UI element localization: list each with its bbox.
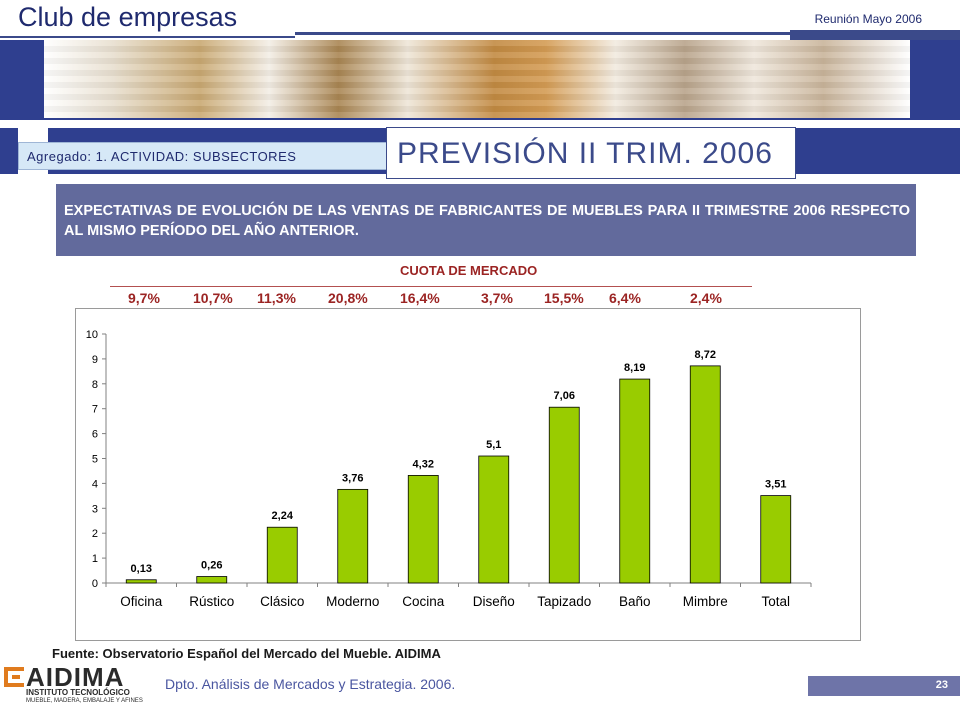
category-label: Rústico [189, 594, 234, 609]
page-number-box: 23 [808, 676, 960, 696]
cuota-value: 16,4% [400, 290, 440, 306]
category-label: Mimbre [683, 594, 728, 609]
source-note: Fuente: Observatorio Español del Mercado… [52, 646, 441, 661]
y-tick-label: 2 [92, 528, 98, 540]
department-label: Dpto. Análisis de Mercados y Estrategia.… [165, 676, 456, 692]
bar [125, 579, 157, 584]
bar [478, 455, 510, 584]
cuota-value: 11,3% [257, 290, 296, 306]
logo-word: AIDIMA [26, 662, 125, 692]
y-tick-label: 1 [92, 553, 98, 565]
y-tick-label: 7 [92, 404, 98, 416]
bar [266, 526, 298, 584]
y-tick-label: 8 [92, 379, 98, 391]
cuota-value: 15,5% [544, 290, 584, 306]
data-label: 2,24 [272, 510, 294, 522]
category-label: Clásico [260, 594, 304, 609]
banner-photo-image [44, 40, 910, 118]
cuota-value: 3,7% [481, 290, 513, 306]
cuota-rule [110, 286, 752, 287]
section-title: PREVISIÓN II TRIM. 2006 [397, 137, 773, 170]
category-label: Moderno [326, 594, 379, 609]
meeting-label: Reunión Mayo 2006 [814, 12, 922, 26]
y-tick-label: 4 [92, 478, 98, 490]
bar [407, 475, 439, 584]
y-tick-label: 0 [92, 578, 98, 590]
data-label: 5,1 [486, 439, 501, 451]
data-label: 4,32 [413, 458, 434, 470]
cuota-value: 9,7% [128, 290, 160, 306]
bar [760, 495, 792, 584]
brand-box: Club de empresas [0, 0, 295, 38]
y-tick-label: 9 [92, 354, 98, 366]
bar [548, 406, 580, 584]
category-label: Baño [619, 594, 651, 609]
category-label: Oficina [120, 594, 163, 609]
y-tick-label: 6 [92, 429, 98, 441]
data-label: 8,19 [624, 362, 645, 374]
cuota-value: 20,8% [328, 290, 368, 306]
y-tick-label: 5 [92, 454, 98, 466]
bar-chart: 0 1 2 3 4 5 6 7 8 9 10 0,13 Oficina 0,26 Rústico 2,24 Cl… [86, 329, 812, 609]
aidima-logo: AIDIMA INSTITUTO TECNOLÓGICO MUEBLE, MAD… [4, 662, 154, 716]
logo-subtitle: INSTITUTO TECNOLÓGICO [26, 688, 130, 697]
y-tick-label: 10 [86, 329, 98, 341]
bar [337, 488, 369, 584]
data-label: 3,51 [765, 479, 786, 491]
agregado-box: Agregado: 1. ACTIVIDAD: SUBSECTORES [18, 142, 388, 170]
logo-mark-icon [4, 667, 24, 687]
data-label: 3,76 [342, 472, 363, 484]
bar [619, 378, 651, 584]
expectativas-box: EXPECTATIVAS DE EVOLUCIÓN DE LAS VENTAS … [56, 184, 916, 256]
data-label: 7,06 [554, 390, 575, 402]
category-label: Tapizado [537, 594, 591, 609]
meeting-box: Reunión Mayo 2006 [295, 0, 960, 34]
section-title-box: PREVISIÓN II TRIM. 2006 [386, 127, 796, 179]
category-label: Diseño [473, 594, 515, 609]
y-tick-label: 3 [92, 503, 98, 515]
agregado-label: Agregado: 1. ACTIVIDAD: SUBSECTORES [27, 149, 297, 164]
top-rule-accent [790, 30, 960, 40]
bar [689, 365, 721, 584]
cuota-value: 6,4% [609, 290, 641, 306]
banner-right-block [910, 40, 960, 120]
expectativas-text: EXPECTATIVAS DE EVOLUCIÓN DE LAS VENTAS … [64, 203, 910, 239]
page-number: 23 [935, 679, 948, 691]
bar [196, 576, 228, 584]
cuota-value: 10,7% [193, 290, 233, 306]
logo-subtitle-2: MUEBLE, MADERA, EMBALAJE Y AFINES [26, 698, 143, 704]
category-label: Total [761, 594, 790, 609]
data-label: 8,72 [695, 349, 716, 361]
data-label: 0,13 [131, 563, 152, 575]
chart-frame: 0 1 2 3 4 5 6 7 8 9 10 0,13 Oficina 0,26 Rústico 2,24 Cl… [75, 308, 861, 641]
category-label: Cocina [402, 594, 445, 609]
header: Club de empresas Reunión Mayo 2006 [0, 0, 960, 40]
data-label: 0,26 [201, 560, 222, 572]
cuota-title: CUOTA DE MERCADO [400, 263, 538, 278]
cuota-value: 2,4% [690, 290, 722, 306]
brand-title: Club de empresas [18, 2, 238, 32]
top-rule [295, 32, 793, 35]
